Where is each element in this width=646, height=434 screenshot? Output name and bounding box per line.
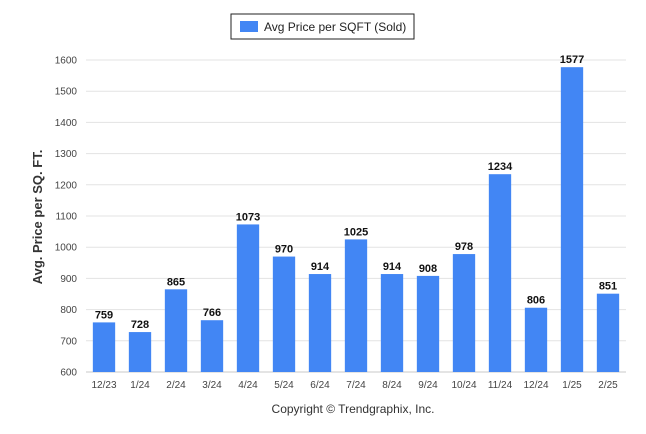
x-tick-label: 9/24: [418, 380, 438, 391]
x-tick-label: 10/24: [451, 380, 476, 391]
x-tick-label: 12/23: [91, 380, 116, 391]
bar-value-label: 1025: [344, 226, 368, 238]
bar[interactable]: [488, 174, 512, 372]
bar[interactable]: [452, 254, 476, 372]
data-labels: 759 728 865 766 1073 970 914 1025 914 908 978 1234 8…: [95, 54, 617, 331]
bar-value-label: 865: [167, 276, 185, 288]
bar[interactable]: [596, 293, 620, 372]
bar-value-label: 1234: [488, 161, 513, 173]
y-tick-label: 700: [60, 336, 77, 347]
bar[interactable]: [524, 307, 548, 372]
bar-value-label: 908: [419, 263, 437, 275]
x-tick-label: 1/25: [562, 380, 582, 391]
bar-value-label: 1577: [560, 54, 584, 66]
x-tick-label: 6/24: [310, 380, 330, 391]
bars: [92, 67, 620, 373]
bar-value-label: 1073: [236, 211, 260, 223]
x-tick-label: 7/24: [346, 380, 366, 391]
y-tick-label: 1000: [55, 243, 78, 254]
bar[interactable]: [236, 224, 260, 372]
x-tick-label: 4/24: [238, 380, 258, 391]
bar-value-label: 970: [275, 244, 293, 256]
y-tick-label: 600: [60, 368, 77, 379]
bar[interactable]: [92, 322, 116, 372]
bar[interactable]: [272, 256, 296, 372]
bar[interactable]: [128, 332, 152, 372]
y-axis-title: Avg. Price per SQ. FT.: [30, 150, 45, 285]
x-tick-label: 11/24: [488, 380, 513, 391]
bar[interactable]: [416, 275, 440, 372]
x-tick-label: 3/24: [202, 380, 222, 391]
legend-box: [230, 13, 415, 40]
bar-value-label: 759: [95, 309, 113, 321]
x-tick-label: 8/24: [382, 380, 402, 391]
x-tick-label: 2/24: [166, 380, 186, 391]
bar-value-label: 914: [383, 261, 402, 273]
bar-value-label: 728: [131, 319, 149, 331]
y-tick-label: 1300: [55, 149, 78, 160]
y-tick-label: 900: [60, 274, 77, 285]
bar-value-label: 806: [527, 295, 545, 307]
y-tick-label: 1400: [55, 118, 78, 129]
bar[interactable]: [200, 320, 224, 372]
legend-swatch: [240, 21, 258, 32]
bar[interactable]: [380, 274, 404, 372]
x-tick-label: 5/24: [274, 380, 294, 391]
y-axis-ticks: 600 700 800 900 1000 1100 1200 1300 1400 1500 1600: [55, 56, 78, 379]
x-tick-label: 12/24: [523, 380, 548, 391]
y-tick-label: 1200: [55, 180, 78, 191]
bar[interactable]: [164, 289, 188, 372]
legend-label: Avg Price per SQFT (Sold): [264, 20, 406, 34]
bar-value-label: 914: [311, 261, 330, 273]
bar[interactable]: [560, 67, 584, 373]
x-tick-label: 1/24: [130, 380, 150, 391]
y-tick-label: 1600: [55, 56, 78, 67]
y-tick-label: 800: [60, 305, 77, 316]
bar-value-label: 978: [455, 241, 473, 253]
legend[interactable]: Avg Price per SQFT (Sold): [230, 13, 415, 40]
y-tick-label: 1500: [55, 87, 78, 98]
y-tick-label: 1100: [55, 212, 77, 223]
x-axis-ticks: 12/23 1/24 2/24 3/24 4/24 5/24 6/24 7/24 8/24 9/2…: [91, 380, 618, 391]
bar-value-label: 766: [203, 307, 221, 319]
x-tick-label: 2/25: [598, 380, 618, 391]
copyright-footer: Copyright © Trendgraphix, Inc.: [272, 402, 435, 416]
bar[interactable]: [344, 239, 368, 372]
bar[interactable]: [308, 274, 332, 372]
bar-value-label: 851: [599, 281, 617, 293]
